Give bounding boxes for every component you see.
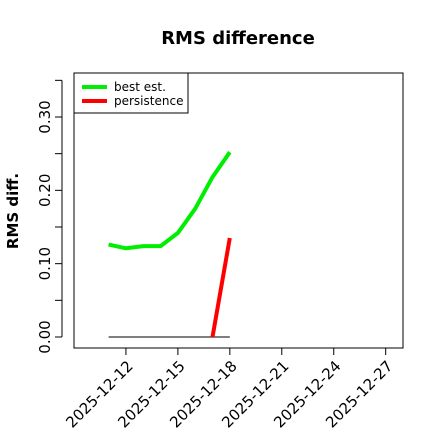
chart-title: RMS difference bbox=[161, 28, 315, 49]
legend-label: persistence bbox=[114, 94, 183, 108]
series-line-best-est bbox=[108, 151, 232, 251]
legend-box bbox=[73, 72, 189, 114]
plot-lines bbox=[108, 151, 232, 338]
y-axis-label: RMS diff. bbox=[4, 173, 22, 249]
y-tick-label: 0.00 bbox=[36, 320, 54, 353]
y-tick-label: 0.20 bbox=[36, 174, 54, 207]
x-axis: 2025-12-122025-12-152025-12-182025-12-21… bbox=[62, 348, 397, 431]
plot-frame bbox=[73, 72, 404, 349]
legend-label: best est. bbox=[114, 80, 166, 94]
legend: best est.persistence bbox=[73, 72, 189, 114]
series-line-persistence bbox=[210, 237, 232, 338]
y-tick-label: 0.10 bbox=[36, 247, 54, 280]
y-tick-label: 0.30 bbox=[36, 100, 54, 133]
y-axis: 0.00 0.10 0.20 0.30 bbox=[36, 79, 63, 354]
